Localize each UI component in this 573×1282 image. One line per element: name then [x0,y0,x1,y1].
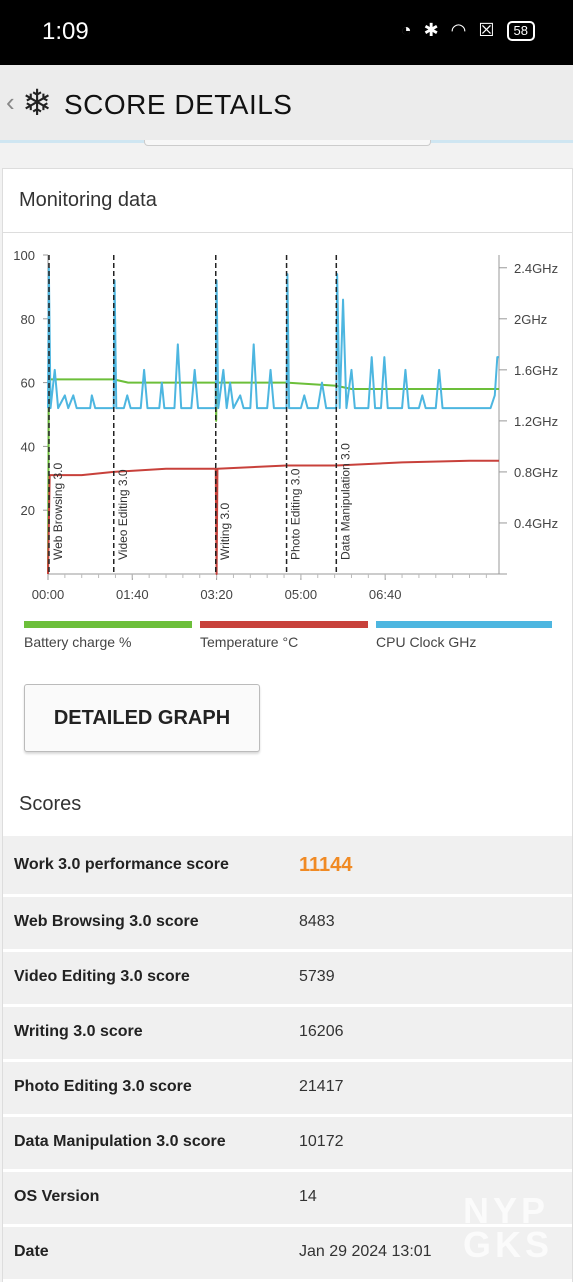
score-value: 10172 [299,1133,344,1150]
score-label: Date [14,1243,49,1260]
score-label: Photo Editing 3.0 score [14,1078,192,1095]
y-left-tick-label: 80 [21,312,35,327]
score-label: Video Editing 3.0 score [14,968,190,985]
y-right-tick-label: 1.2GHz [514,414,558,429]
score-label: Work 3.0 performance score [14,856,229,873]
y-left-tick-label: 20 [21,503,35,518]
y-right-tick-label: 2.4GHz [514,261,558,276]
status-time: 1:09 [42,18,89,45]
y-right-tick-label: 0.4GHz [514,516,558,531]
benchmark-marker-label: Data Manipulation 3.0 [338,443,352,560]
wifi-icon: ◠ [450,20,467,40]
bluetooth-icon: ✱ [423,20,439,40]
score-value: Jan 29 2024 13:01 [299,1243,432,1260]
page-title: SCORE DETAILS [64,89,293,120]
watermark-line: GKS [462,1224,553,1265]
score-row-date: Date Jan 29 2024 13:01 [3,1227,572,1282]
legend-cpu-label: CPU Clock GHz [376,634,477,650]
score-value: 14 [299,1188,317,1205]
x-tick-label: 00:00 [32,587,65,602]
y-right-tick-label: 1.6GHz [514,363,558,378]
status-bar: 1:09 ◔ ✱ ◠ ☒ 58 [0,0,573,65]
tab-handle [144,140,431,146]
score-row-web: Web Browsing 3.0 score 8483 [3,897,572,952]
results-card: Monitoring data 20 40 60 80 100 0.4GHz 0.8GHz 1… [2,168,573,1282]
benchmark-marker-label: Web Browsing 3.0 [51,463,65,560]
legend-temperature-label: Temperature °C [200,634,299,650]
score-value: 8483 [299,913,335,930]
score-value: 11144 [299,854,353,876]
x-tick-label: 03:20 [200,587,233,602]
score-row-work: Work 3.0 performance score 11144 [3,836,572,897]
snowflake-logo-icon: ❄ [22,82,53,123]
benchmark-marker-label: Photo Editing 3.0 [289,468,303,560]
legend-temperature-swatch [200,621,368,628]
y-left-tick-label: 40 [21,439,35,454]
x-tick-label: 06:40 [369,587,402,602]
status-icons: ◔ ✱ ◠ ☒ 58 [401,20,535,41]
detailed-graph-button[interactable]: DETAILED GRAPH [24,684,260,752]
score-value: 16206 [299,1023,344,1040]
legend-cpu: CPU Clock GHz [376,621,552,650]
legend-battery-label: Battery charge % [24,634,132,650]
monitoring-chart: 20 40 60 80 100 0.4GHz 0.8GHz 1.2GHz 1.6GHz 2GHz 2… [13,249,558,602]
back-chevron-icon[interactable]: ‹ [6,87,15,117]
series-line [47,378,499,575]
y-right-tick-label: 0.8GHz [514,465,558,480]
score-row-os: OS Version 14 [3,1172,572,1227]
score-label: OS Version [14,1188,100,1205]
score-row-video: Video Editing 3.0 score 5739 [3,952,572,1007]
score-value: 5739 [299,968,335,985]
score-label: Data Manipulation 3.0 score [14,1133,226,1150]
legend-temperature: Temperature °C [200,621,368,650]
series-line [47,266,499,410]
score-row-writing: Writing 3.0 score 16206 [3,1007,572,1062]
watermark-logo: NYP GKS [462,1190,553,1265]
legend-battery: Battery charge % [24,621,192,650]
battery-indicator: 58 [506,20,535,41]
benchmark-marker-label: Video Editing 3.0 [116,469,130,560]
score-label: Web Browsing 3.0 score [14,913,199,930]
benchmark-marker-label: Writing 3.0 [218,503,232,560]
y-left-tick-label: 100 [13,249,35,263]
score-row-photo: Photo Editing 3.0 score 21417 [3,1062,572,1117]
watermark-line: NYP [462,1190,550,1231]
legend-battery-swatch [24,621,192,628]
scores-title: Scores [19,793,82,815]
y-left-tick-label: 60 [21,376,35,391]
score-value: 21417 [299,1078,344,1095]
monitoring-title: Monitoring data [19,189,157,211]
series-line [47,459,499,575]
legend-cpu-swatch [376,621,552,628]
divider [3,232,572,233]
score-label: Writing 3.0 score [14,1023,143,1040]
x-tick-label: 01:40 [116,587,149,602]
scores-table: Work 3.0 performance score 11144 Web Bro… [3,836,572,1282]
y-right-tick-label: 2GHz [514,312,547,327]
app-bar: ‹ ❄ SCORE DETAILS [0,65,573,143]
notification-icon: ☒ [478,20,495,40]
x-tick-label: 05:00 [285,587,318,602]
score-row-data: Data Manipulation 3.0 score 10172 [3,1117,572,1172]
speedometer-icon: ◔ [400,20,412,40]
